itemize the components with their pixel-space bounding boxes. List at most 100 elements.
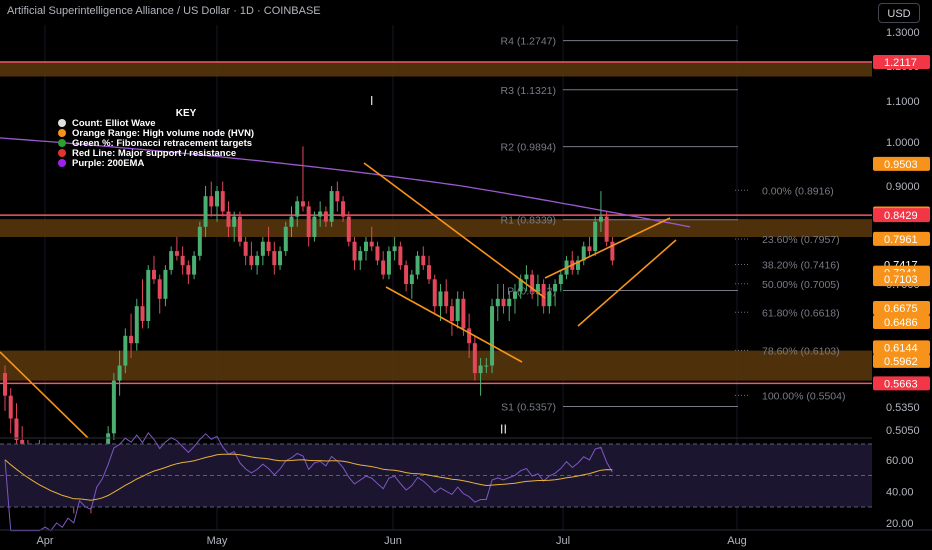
- candle-body: [174, 251, 179, 256]
- candle-body: [352, 241, 357, 261]
- rsi-panel: [0, 432, 932, 532]
- candle-body: [381, 260, 386, 275]
- candle-body: [484, 365, 489, 367]
- candle-body: [398, 246, 403, 266]
- price-label: 0.5663: [884, 378, 918, 390]
- fib-label: 100.00% (0.5504): [762, 390, 845, 402]
- candle-body: [8, 395, 13, 419]
- price-label: 0.6486: [884, 317, 918, 329]
- candle-body: [163, 269, 168, 299]
- rsi-line: [4, 432, 613, 532]
- currency-button[interactable]: USD: [878, 3, 920, 23]
- rsi-tick: 20.00: [886, 518, 914, 530]
- candle-body: [249, 255, 254, 266]
- candle-body: [117, 365, 122, 381]
- wave-label: I: [370, 93, 374, 108]
- time-tick: Aug: [727, 535, 747, 547]
- hvn-range: [0, 350, 872, 381]
- key-item: Green %: Fibonacci retracement targets: [72, 138, 252, 149]
- trendline: [363, 162, 546, 299]
- resistance-lines: [0, 61, 872, 385]
- candle-body: [495, 298, 500, 307]
- candle-body: [524, 274, 529, 280]
- price-tick: 0.5050: [886, 425, 920, 437]
- candle-body: [289, 216, 294, 227]
- time-tick: May: [207, 535, 228, 547]
- candle-body: [341, 201, 346, 217]
- fibonacci-levels: 0.00% (0.8916) 23.60% (0.7957) 38.20% (0.7…: [735, 185, 845, 402]
- time-tick: Jul: [556, 535, 570, 547]
- candle-body: [432, 279, 437, 307]
- candle-body: [220, 191, 225, 212]
- price-label: 0.5962: [884, 356, 918, 368]
- price-tick: 1.0000: [886, 137, 920, 149]
- candle-body: [272, 251, 277, 266]
- key-item: Purple: 200EMA: [72, 158, 144, 169]
- candle-body: [192, 255, 197, 275]
- candle-body: [3, 373, 7, 396]
- candle-body: [151, 269, 156, 280]
- candle-body: [335, 191, 340, 202]
- candle-body: [186, 265, 191, 275]
- time-axis[interactable]: Apr May Jun Jul Aug: [0, 529, 932, 547]
- candle-body: [283, 226, 288, 252]
- candle-body: [363, 241, 368, 252]
- candle-body: [449, 306, 454, 321]
- key-item: Count: Elliot Wave: [72, 118, 156, 129]
- candle-body: [593, 221, 598, 252]
- candle-body: [180, 255, 185, 266]
- candle-body: [472, 343, 477, 374]
- candle-body: [610, 241, 615, 261]
- price-label: 0.7103: [884, 274, 918, 286]
- candle-body: [358, 251, 363, 261]
- candle-body: [209, 196, 214, 207]
- candle-body: [518, 279, 523, 292]
- candle-body: [134, 306, 139, 344]
- pivot-label: R4 (1.2747): [501, 36, 556, 48]
- price-label: 0.8429: [884, 210, 918, 222]
- hvn-range: [0, 219, 872, 237]
- candle-body: [576, 260, 580, 270]
- fib-label: 61.80% (0.6618): [762, 307, 840, 319]
- price-label-bg: [873, 376, 930, 391]
- candle-body: [14, 418, 19, 440]
- candle-body: [295, 201, 300, 217]
- rsi-ma-line: [4, 453, 613, 501]
- price-label-bg: [873, 272, 930, 287]
- key-swatch: [58, 129, 66, 137]
- candle-body: [169, 251, 174, 270]
- price-axis[interactable]: 1.30001.20001.10001.00000.90000.80000.70…: [872, 0, 932, 530]
- candle-body: [346, 216, 351, 242]
- ema200-line: [0, 137, 691, 228]
- fib-label: 78.60% (0.6103): [762, 345, 840, 357]
- candle-body: [278, 251, 283, 266]
- candle-body: [266, 241, 271, 252]
- candle-body: [507, 298, 512, 307]
- wave-label: II: [500, 421, 507, 436]
- price-tick: 0.9000: [886, 181, 920, 193]
- candle-body: [123, 335, 128, 366]
- key-swatch: [58, 119, 66, 127]
- candle-body: [300, 201, 305, 207]
- candle-body: [226, 211, 231, 227]
- candle-body: [215, 191, 220, 207]
- key-swatch: [58, 139, 66, 147]
- price-label: 0.6675: [884, 303, 918, 315]
- price-label-bg: [873, 301, 930, 316]
- trendline: [0, 351, 89, 439]
- rsi-tick: 40.00: [886, 486, 914, 498]
- candle-body: [530, 274, 535, 292]
- pivot-label: R2 (0.9894): [501, 142, 556, 154]
- hvn-range: [0, 62, 872, 77]
- candle-body: [157, 279, 162, 299]
- candle-body: [312, 216, 317, 237]
- candle-body: [237, 216, 242, 242]
- price-label-bg: [873, 156, 930, 171]
- pivot-label: R1 (0.8339): [501, 215, 556, 227]
- time-tick: Apr: [36, 535, 53, 547]
- price-label-bg: [873, 340, 930, 355]
- key-item: Red Line: Major support / resistance: [72, 148, 236, 159]
- candle-body: [111, 380, 116, 434]
